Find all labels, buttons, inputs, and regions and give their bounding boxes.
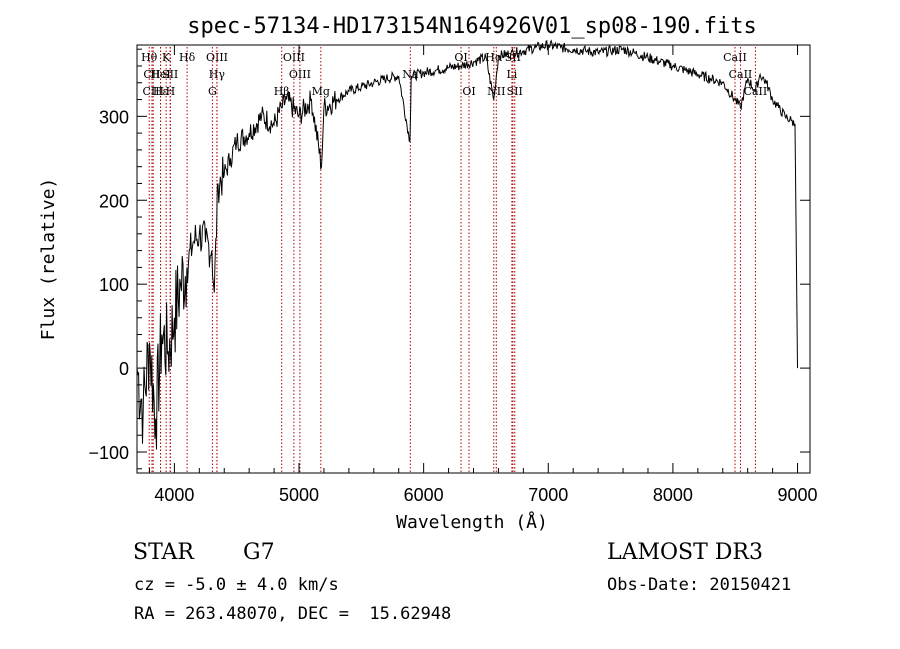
line-label-15: Mg (312, 85, 330, 98)
y-axis-label: Flux (relative) (38, 178, 59, 341)
x-tick-label-8000: 8000 (653, 485, 693, 505)
line-label-1: CII (143, 68, 160, 81)
line-label-4: HeI (150, 68, 170, 81)
spectrum-line (136, 39, 798, 450)
line-label-6: SII (162, 68, 178, 81)
y-tick-label-0: 0 (119, 359, 129, 379)
redshift-value: cz = -5.0 ± 4.0 km/s (134, 575, 339, 595)
line-label-7: H (166, 85, 176, 98)
subclass: G7 (243, 540, 275, 565)
line-label-5: K (162, 51, 171, 64)
line-label-22: Li (506, 68, 517, 81)
line-label-14: OIII (289, 68, 311, 81)
line-label-2: CIII (142, 85, 163, 98)
line-label-12: Hβ (274, 85, 290, 98)
line-label-23: SII (507, 85, 523, 98)
chart-title: spec-57134-HD173154N164926V01_sp08-190.f… (187, 14, 757, 39)
line-label-0: Hθ (141, 51, 158, 64)
line-label-8: Hδ (179, 51, 196, 64)
plot-frame (136, 44, 811, 474)
line-label-24: CaII (723, 51, 747, 64)
axes-layer: 4000 5000 6000 7000 8000 9000 −100 0 100 200 300 (88, 45, 818, 505)
line-label-13: OIII (283, 51, 305, 64)
y-tick-label-100: 100 (99, 275, 129, 295)
x-tick-label-7000: 7000 (528, 485, 568, 505)
survey-name: LAMOST DR3 (607, 540, 763, 565)
x-tick-label-4000: 4000 (154, 485, 194, 505)
y-tick-label--100: −100 (88, 443, 129, 463)
line-label-20: NII (487, 85, 505, 98)
coordinates: RA = 263.48070, DEC = 15.62948 (134, 604, 452, 624)
line-label-25: CaII (729, 68, 753, 81)
y-tick-label-300: 300 (99, 107, 129, 127)
object-class: STAR (133, 540, 194, 565)
x-axis-label: Wavelength (Å) (396, 511, 548, 533)
x-tick-label-5000: 5000 (279, 485, 319, 505)
observation-date: Obs-Date: 20150421 (607, 575, 792, 595)
line-label-3: Hε (153, 85, 169, 98)
line-label-18: OI (462, 85, 475, 98)
line-label-10: Hγ (209, 68, 226, 81)
line-label-11: G (208, 85, 217, 98)
y-tick-label-200: 200 (99, 191, 129, 211)
x-tick-label-6000: 6000 (404, 485, 444, 505)
x-tick-label-9000: 9000 (778, 485, 818, 505)
line-label-17: OI (454, 51, 467, 64)
